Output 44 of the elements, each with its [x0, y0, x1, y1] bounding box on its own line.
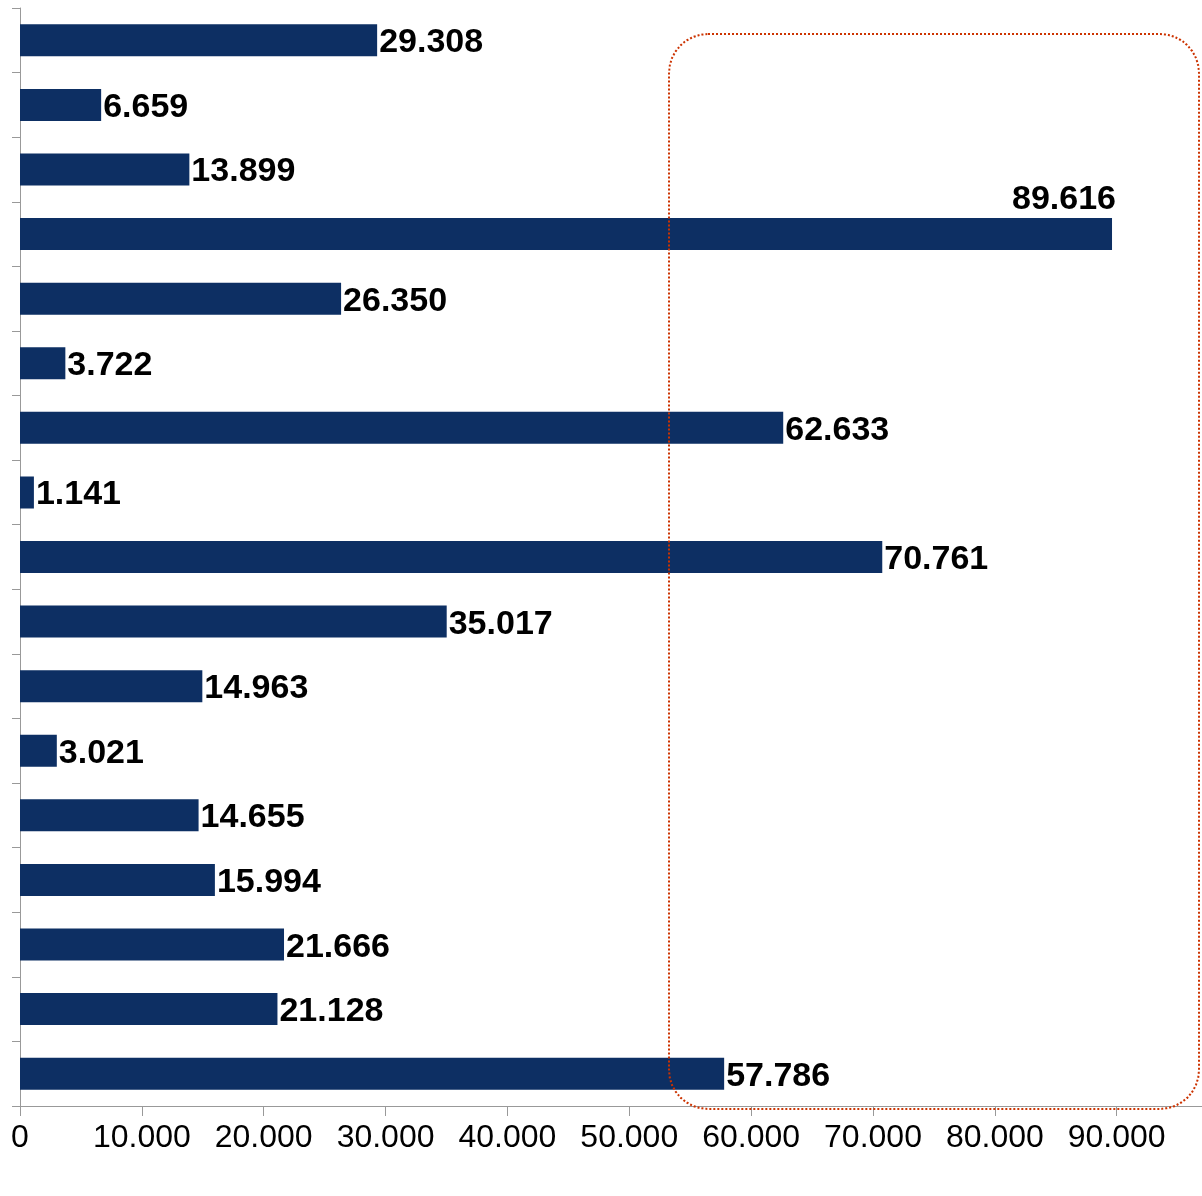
bar — [20, 411, 784, 444]
bar — [20, 1057, 725, 1090]
x-tick-label: 60.000 — [702, 1118, 801, 1154]
data-label: 3.021 — [58, 731, 144, 770]
x-tick-label: 90.000 — [1067, 1118, 1166, 1154]
x-tick-label: 50.000 — [580, 1118, 679, 1154]
data-label: 26.350 — [343, 279, 448, 318]
bar — [20, 218, 1113, 251]
data-label: 14.655 — [200, 796, 305, 835]
bar — [20, 670, 203, 703]
bar — [20, 541, 883, 573]
bar — [20, 993, 278, 1026]
x-tick-label: 0 — [11, 1118, 29, 1154]
data-label: 62.633 — [785, 408, 890, 447]
data-label: 35.017 — [448, 602, 553, 641]
x-tick-label: 30.000 — [336, 1118, 435, 1154]
bar — [20, 799, 199, 832]
data-label: 57.786 — [726, 1054, 831, 1093]
bar — [20, 863, 215, 896]
data-label: 21.666 — [286, 925, 391, 964]
data-label: 89.616 — [1012, 178, 1117, 217]
x-tick-label: 70.000 — [824, 1118, 922, 1154]
data-label: 3.722 — [67, 344, 153, 383]
bar — [20, 928, 285, 961]
data-label: 21.128 — [279, 990, 384, 1029]
bar — [20, 347, 66, 380]
x-tick-label: 10.000 — [92, 1118, 191, 1154]
data-label: 1.141 — [35, 473, 121, 512]
x-tick-label: 80.000 — [945, 1118, 1044, 1154]
x-tick-label: 20.000 — [214, 1118, 313, 1154]
data-label: 29.308 — [379, 21, 484, 60]
bar — [20, 24, 378, 57]
bar — [20, 282, 342, 315]
data-label: 70.761 — [884, 538, 989, 576]
data-label: 15.994 — [216, 860, 321, 899]
x-tick-label: 40.000 — [458, 1118, 557, 1154]
data-label: 6.659 — [103, 85, 189, 124]
bar — [20, 734, 57, 767]
bar — [20, 88, 102, 121]
bar — [20, 153, 190, 186]
bar — [20, 476, 34, 509]
bar — [20, 605, 447, 638]
data-label: 14.963 — [204, 667, 309, 706]
data-label: 13.899 — [191, 150, 296, 189]
